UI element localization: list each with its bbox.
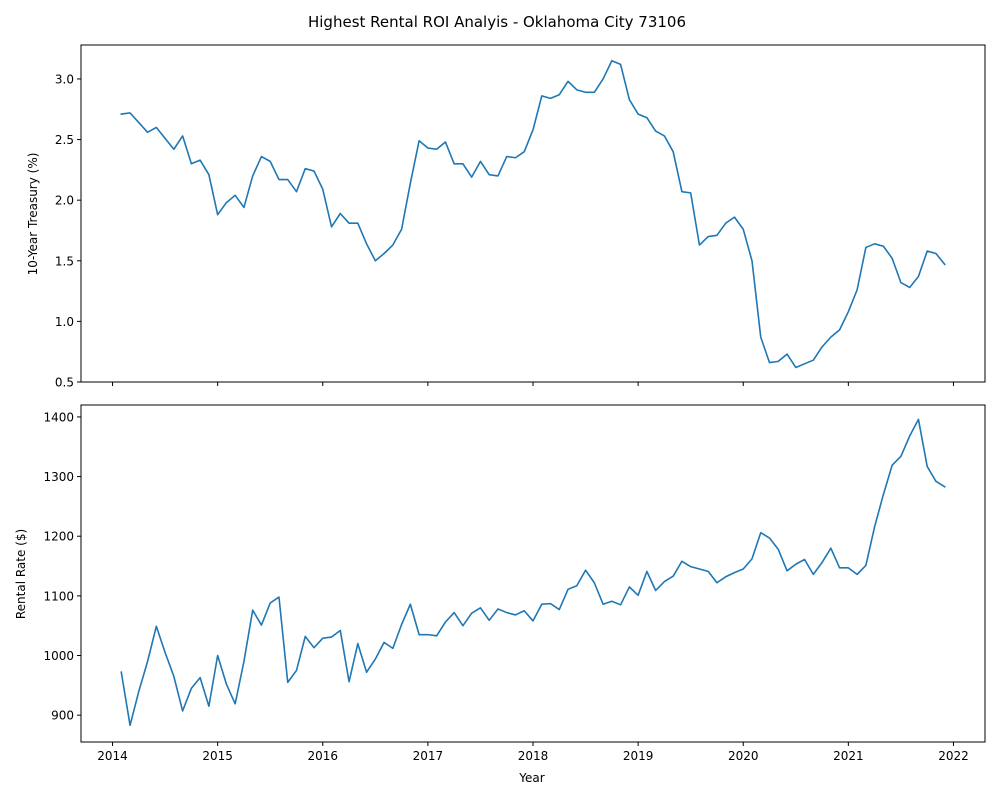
rental-y-tick-label: 900 bbox=[51, 709, 74, 723]
rental-y-tick-label: 1200 bbox=[43, 530, 74, 544]
rental-series-line bbox=[120, 418, 946, 727]
rental-x-tick-label: 2017 bbox=[413, 749, 444, 763]
rental-y-tick-label: 1100 bbox=[43, 589, 74, 603]
rental-y-tick-label: 1300 bbox=[43, 470, 74, 484]
rental-x-tick-label: 2018 bbox=[518, 749, 549, 763]
treasury-y-tick-label: 1.0 bbox=[55, 315, 74, 329]
treasury-y-tick-label: 0.5 bbox=[55, 376, 74, 390]
rental-line-group bbox=[120, 418, 946, 727]
treasury-line-group bbox=[120, 59, 946, 369]
rental-chart: 2014 2015 2016 2017 2018 2019 2020 2021 2022 900… bbox=[14, 404, 986, 785]
rental-x-tick-label: 2021 bbox=[833, 749, 864, 763]
figure-title: Highest Rental ROI Analyis - Oklahoma Ci… bbox=[308, 13, 686, 31]
rental-x-tick-label: 2020 bbox=[728, 749, 759, 763]
treasury-axes-frame bbox=[80, 44, 986, 383]
rental-y-axis: 900 1000 1100 1200 1300 1400 bbox=[43, 410, 81, 723]
treasury-y-axis: 0.5 1.0 1.5 2.0 2.5 3.0 bbox=[55, 72, 81, 390]
treasury-y-tick-label: 3.0 bbox=[55, 72, 74, 86]
treasury-chart: 0.5 1.0 1.5 2.0 2.5 3.0 10-Year Treasury (%) bbox=[26, 44, 986, 390]
treasury-y-tick-label: 2.0 bbox=[55, 194, 74, 208]
rental-x-axis: 2014 2015 2016 2017 2018 2019 2020 2021 2022 bbox=[97, 742, 969, 763]
treasury-series-line bbox=[120, 59, 946, 369]
treasury-y-label: 10-Year Treasury (%) bbox=[26, 153, 40, 276]
rental-x-label: Year bbox=[518, 771, 544, 785]
rental-x-tick-label: 2015 bbox=[202, 749, 233, 763]
treasury-x-axis bbox=[112, 382, 954, 386]
rental-x-tick-label: 2019 bbox=[623, 749, 654, 763]
rental-x-tick-label: 2022 bbox=[938, 749, 969, 763]
rental-y-tick-label: 1400 bbox=[43, 410, 74, 424]
rental-x-tick-label: 2014 bbox=[97, 749, 128, 763]
treasury-y-tick-label: 1.5 bbox=[55, 254, 74, 268]
treasury-y-tick-label: 2.5 bbox=[55, 133, 74, 147]
rental-y-tick-label: 1000 bbox=[43, 649, 74, 663]
rental-axes-frame bbox=[80, 404, 986, 743]
rental-y-label: Rental Rate ($) bbox=[14, 529, 28, 619]
rental-x-tick-label: 2016 bbox=[307, 749, 338, 763]
